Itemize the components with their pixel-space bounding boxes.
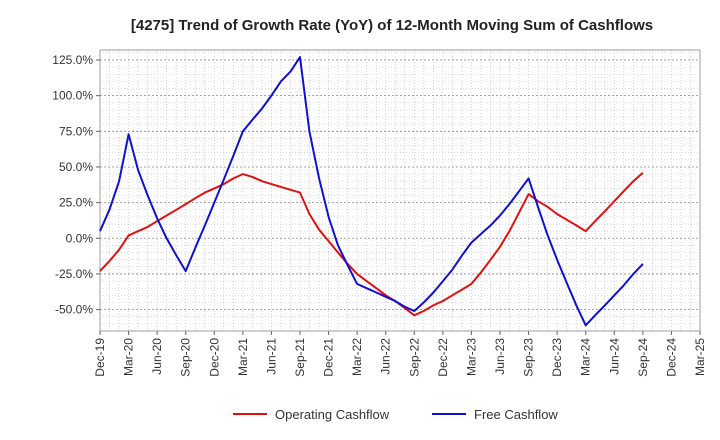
x-tick-label: Jun-22 [379, 338, 393, 375]
legend-label: Operating Cashflow [275, 407, 390, 422]
x-tick-label: Sep-23 [522, 338, 536, 377]
x-tick-label: Jun-24 [607, 338, 621, 375]
x-tick-label: Mar-25 [693, 338, 707, 376]
legend-label: Free Cashflow [474, 407, 558, 422]
x-tick-label: Dec-22 [436, 338, 450, 377]
chart-title: [4275] Trend of Growth Rate (YoY) of 12-… [131, 17, 653, 34]
y-tick-label: -50.0% [55, 303, 93, 317]
x-tick-label: Sep-24 [636, 338, 650, 377]
x-tick-label: Dec-20 [207, 338, 221, 377]
y-tick-label: 125.0% [52, 53, 93, 67]
x-tick-label: Jun-20 [150, 338, 164, 375]
x-tick-label: Dec-21 [322, 338, 336, 377]
x-tick-label: Mar-21 [236, 338, 250, 376]
legend: Operating Cashflow Free Cashflow [233, 407, 558, 422]
y-tick-label: 75.0% [59, 124, 93, 138]
x-tick-label: Mar-23 [464, 338, 478, 376]
y-tick-label: 25.0% [59, 196, 93, 210]
x-tick-label: Mar-20 [122, 338, 136, 376]
y-axis-ticks: -50.0% -25.0% 0.0% 25.0% 50.0% 75.0% 100.0% 125… [52, 53, 100, 317]
y-tick-label: 50.0% [59, 160, 93, 174]
x-tick-label: Sep-21 [293, 338, 307, 377]
x-tick-label: Jun-21 [264, 338, 278, 375]
series-lines [99, 56, 644, 327]
x-tick-label: Dec-19 [93, 338, 107, 377]
x-tick-label: Mar-24 [579, 338, 593, 376]
x-tick-label: Dec-24 [664, 338, 678, 377]
x-tick-label: Mar-22 [350, 338, 364, 376]
x-tick-label: Jun-23 [493, 338, 507, 375]
x-axis-ticks: Dec-19 Mar-20 Jun-20 Sep-20 Dec-20 Mar-21 Jun-… [93, 331, 707, 377]
x-tick-label: Sep-20 [179, 338, 193, 377]
series-line-operating-cashflow [99, 171, 644, 317]
y-tick-label: 100.0% [52, 89, 93, 103]
x-tick-label: Sep-22 [407, 338, 421, 377]
gridlines [99, 50, 701, 332]
series-line-free-cashflow [99, 56, 644, 327]
x-tick-label: Dec-23 [550, 338, 564, 377]
y-tick-label: 0.0% [66, 231, 94, 245]
plot-area [99, 49, 701, 332]
y-tick-label: -25.0% [55, 267, 93, 281]
